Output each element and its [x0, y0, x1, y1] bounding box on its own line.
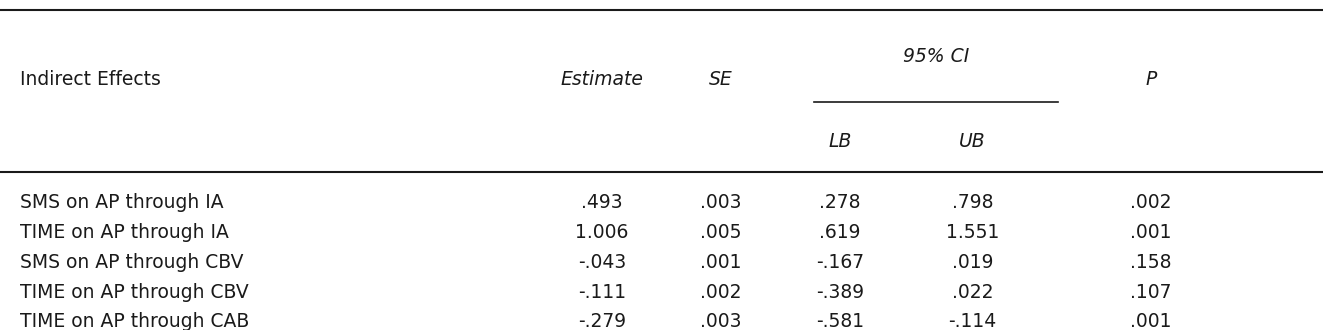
- Text: .001: .001: [1130, 312, 1172, 330]
- Text: -.167: -.167: [816, 253, 864, 272]
- Text: -.581: -.581: [816, 312, 864, 330]
- Text: .619: .619: [819, 223, 861, 242]
- Text: 95% CI: 95% CI: [902, 47, 970, 66]
- Text: -.389: -.389: [816, 282, 864, 302]
- Text: 1.006: 1.006: [576, 223, 628, 242]
- Text: SMS on AP through IA: SMS on AP through IA: [20, 193, 224, 213]
- Text: .005: .005: [700, 223, 742, 242]
- Text: .493: .493: [581, 193, 623, 213]
- Text: .798: .798: [951, 193, 994, 213]
- Text: .019: .019: [951, 253, 994, 272]
- Text: .022: .022: [951, 282, 994, 302]
- Text: .001: .001: [700, 253, 742, 272]
- Text: SE: SE: [709, 70, 733, 89]
- Text: SMS on AP through CBV: SMS on AP through CBV: [20, 253, 243, 272]
- Text: TIME on AP through CBV: TIME on AP through CBV: [20, 282, 249, 302]
- Text: .002: .002: [700, 282, 742, 302]
- Text: .001: .001: [1130, 223, 1172, 242]
- Text: P: P: [1146, 70, 1156, 89]
- Text: -.043: -.043: [578, 253, 626, 272]
- Text: .158: .158: [1130, 253, 1172, 272]
- Text: 1.551: 1.551: [946, 223, 999, 242]
- Text: .002: .002: [1130, 193, 1172, 213]
- Text: LB: LB: [828, 132, 852, 151]
- Text: TIME on AP through CAB: TIME on AP through CAB: [20, 312, 249, 330]
- Text: -.111: -.111: [578, 282, 626, 302]
- Text: -.279: -.279: [578, 312, 626, 330]
- Text: UB: UB: [959, 132, 986, 151]
- Text: .003: .003: [700, 193, 742, 213]
- Text: .107: .107: [1130, 282, 1172, 302]
- Text: .003: .003: [700, 312, 742, 330]
- Text: .278: .278: [819, 193, 861, 213]
- Text: Indirect Effects: Indirect Effects: [20, 70, 160, 89]
- Text: TIME on AP through IA: TIME on AP through IA: [20, 223, 229, 242]
- Text: -.114: -.114: [949, 312, 996, 330]
- Text: Estimate: Estimate: [561, 70, 643, 89]
